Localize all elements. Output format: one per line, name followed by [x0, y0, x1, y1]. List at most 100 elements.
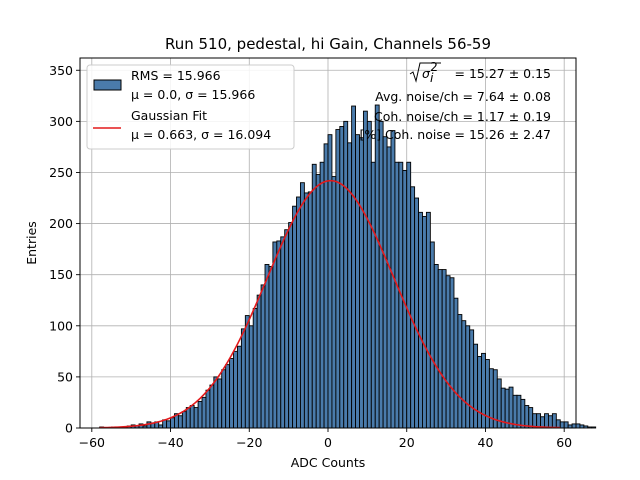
histogram-bar [575, 423, 581, 429]
histogram-bar [299, 182, 305, 429]
histogram-bar [453, 297, 459, 429]
histogram-bar [441, 269, 447, 429]
histogram-bar [591, 426, 597, 429]
histogram-bar [414, 197, 419, 429]
histogram-bar [256, 294, 262, 429]
histogram-bar [410, 186, 416, 429]
annotation-sqrt-sigma: = 15.27 ± 0.15 [455, 66, 551, 81]
x-tick-label: −20 [236, 435, 262, 450]
legend-histogram-swatch [93, 79, 122, 91]
histogram-bar [524, 405, 530, 429]
gaussian-fit-line [99, 179, 561, 429]
histogram-bar [461, 320, 467, 429]
histogram-bar [544, 413, 549, 429]
histogram-bar [551, 413, 557, 429]
histogram-bar [260, 284, 266, 429]
legend-histogram-label: RMS = 15.966 [131, 68, 221, 83]
histogram-bar [237, 345, 242, 429]
y-tick-label: 300 [49, 114, 73, 129]
histogram-bar [331, 176, 337, 429]
histogram-bar [240, 328, 246, 429]
histogram-bar [469, 329, 475, 429]
histogram-bar [280, 236, 286, 429]
x-axis-label: ADC Counts [291, 455, 366, 470]
histogram-bar [193, 407, 199, 429]
histogram-bar [563, 421, 569, 429]
histogram-bar [319, 161, 325, 429]
x-axis-ticks: −60 −40 −20 0 20 40 60 [79, 428, 572, 450]
histogram-bar [374, 104, 380, 429]
y-tick-label: 100 [49, 318, 73, 333]
histogram-bar [201, 396, 207, 429]
y-tick-label: 50 [57, 369, 73, 384]
histogram-bar [315, 174, 321, 429]
annotation-avg-noise: Avg. noise/ch = 7.64 ± 0.08 [375, 89, 551, 104]
histogram-bar [264, 264, 270, 429]
histogram-bar [528, 407, 534, 429]
histogram-bar [170, 417, 175, 429]
histogram-bar [339, 126, 345, 429]
y-tick-label: 150 [49, 267, 73, 282]
x-tick-label: 0 [324, 435, 332, 450]
histogram-bar [520, 398, 526, 429]
x-tick-label: 60 [556, 435, 572, 450]
histogram-bar [481, 352, 486, 429]
y-axis-label: Entries [24, 221, 39, 265]
histogram-bar [547, 415, 553, 429]
histogram-bar [248, 325, 254, 429]
histogram-bar [327, 134, 333, 429]
histogram-bar [296, 196, 301, 429]
svg-text:2: 2 [430, 59, 438, 74]
histogram-bar [571, 423, 577, 429]
histogram-bar [217, 378, 223, 429]
histogram-bar [559, 421, 565, 429]
histogram-bar [508, 386, 514, 429]
histogram-bar [284, 229, 290, 429]
histogram-bar [429, 241, 435, 429]
y-tick-label: 0 [65, 421, 73, 436]
histogram-bar [418, 211, 423, 429]
histogram-bar [477, 356, 482, 429]
histogram-bar [473, 343, 479, 429]
legend-fit-label: Gaussian Fit [131, 108, 207, 123]
histogram-bar [225, 364, 231, 429]
histogram-bar [378, 120, 384, 429]
x-tick-label: 20 [399, 435, 415, 450]
x-tick-label: 40 [478, 435, 494, 450]
sqrt-sigma-symbol: σ i 2 [409, 59, 441, 85]
histogram-bar [555, 419, 561, 429]
histogram-bar [311, 163, 317, 429]
histogram-bar [221, 369, 227, 429]
histogram-bar [512, 394, 518, 429]
histogram-bar [303, 192, 309, 429]
histogram-bar [351, 105, 357, 429]
histogram-bar [323, 143, 329, 429]
chart-title: Run 510, pedestal, hi Gain, Channels 56-… [165, 35, 491, 53]
histogram-bar [583, 425, 589, 429]
histogram-bar [394, 161, 400, 429]
histogram-bar [362, 110, 368, 429]
histogram-bar [292, 205, 297, 429]
histogram-bar [205, 389, 211, 429]
histogram-bar [359, 137, 364, 429]
histogram-bar [185, 407, 191, 429]
histogram-bar [449, 277, 455, 429]
annotation-coh-noise: Coh. noise/ch = 1.17 ± 0.19 [374, 109, 551, 124]
histogram-bar [406, 161, 412, 429]
histogram-bar [181, 411, 187, 429]
histogram-bar [425, 211, 431, 429]
histogram-bar [433, 264, 439, 429]
histogram-bar [355, 134, 360, 429]
histogram-bar [276, 240, 282, 429]
histogram-bar [587, 426, 593, 429]
noise-annotations: σ i 2 = 15.27 ± 0.15 Avg. noise/ch = 7.6… [359, 59, 551, 142]
histogram-bar [536, 413, 542, 429]
histogram-bar [457, 314, 463, 429]
histogram-bar [386, 146, 392, 429]
x-tick-label: −40 [157, 435, 183, 450]
histogram-bar [465, 325, 471, 429]
y-tick-label: 200 [49, 216, 73, 231]
histogram-bar [579, 424, 585, 429]
histogram-bar [166, 420, 171, 429]
